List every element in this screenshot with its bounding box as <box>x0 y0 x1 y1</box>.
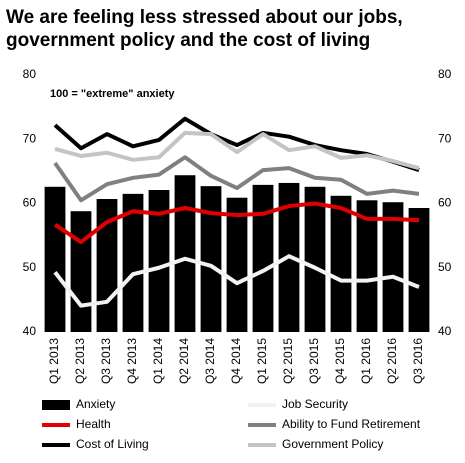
y2-tick-label: 50 <box>438 260 452 274</box>
legend-label: Government Policy <box>282 437 383 451</box>
x-tick-label: Q1 2015 <box>255 338 269 384</box>
y2-tick-label: 80 <box>438 67 452 81</box>
y-tick-label: 40 <box>23 324 37 338</box>
y-tick-label: 60 <box>23 196 37 210</box>
x-tick-label: Q2 2015 <box>281 338 295 384</box>
bar <box>408 207 430 332</box>
line <box>53 116 420 172</box>
y-tick-label: 70 <box>23 131 37 145</box>
y2-tick-label: 40 <box>438 324 452 338</box>
bar <box>304 186 326 332</box>
bar <box>122 193 144 332</box>
x-tick-label: Q2 2013 <box>73 338 87 384</box>
bar <box>356 200 378 332</box>
x-tick-label: Q3 2013 <box>99 338 113 384</box>
bar <box>44 186 66 332</box>
bar <box>382 202 404 332</box>
legend-label: Anxiety <box>76 397 115 411</box>
x-tick-label: Q3 2014 <box>203 338 217 384</box>
bar <box>148 190 170 332</box>
bar <box>226 197 248 332</box>
x-tick-label: Q2 2016 <box>385 338 399 384</box>
chart-title: government policy and the cost of living <box>6 30 370 51</box>
bar <box>200 186 222 332</box>
x-tick-label: Q2 2014 <box>177 338 191 384</box>
x-tick-label: Q1 2013 <box>47 338 61 384</box>
x-tick-label: Q3 2015 <box>307 338 321 384</box>
bar <box>330 195 352 332</box>
line <box>54 130 420 171</box>
x-tick-label: Q1 2014 <box>151 338 165 384</box>
y-tick-label: 50 <box>23 260 37 274</box>
legend-label: Cost of Living <box>76 437 149 451</box>
bar <box>252 184 274 332</box>
y2-tick-label: 70 <box>438 131 452 145</box>
legend-label: Health <box>76 417 111 431</box>
bar <box>70 211 92 332</box>
y2-tick-label: 60 <box>438 196 452 210</box>
x-tick-label: Q4 2014 <box>229 338 243 384</box>
line <box>53 201 420 245</box>
x-tick-label: Q1 2016 <box>359 338 373 384</box>
legend-label: Ability to Fund Retirement <box>282 417 421 431</box>
annotation: 100 = "extreme" anxiety <box>50 88 175 100</box>
legend-label: Job Security <box>282 397 348 411</box>
bar <box>174 175 196 332</box>
x-tick-label: Q4 2015 <box>333 338 347 384</box>
chart-title: We are feeling less stressed about our j… <box>6 7 403 28</box>
y-tick-label: 80 <box>23 67 37 81</box>
x-tick-label: Q4 2013 <box>125 338 139 384</box>
legend-swatch <box>42 400 70 410</box>
line <box>53 254 420 308</box>
line <box>53 155 420 203</box>
x-tick-label: Q3 2016 <box>411 338 425 384</box>
